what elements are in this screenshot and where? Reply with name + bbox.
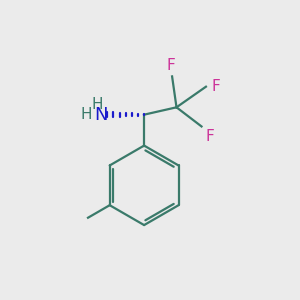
Text: N: N bbox=[94, 106, 108, 124]
Text: F: F bbox=[211, 79, 220, 94]
Text: H: H bbox=[81, 107, 92, 122]
Text: F: F bbox=[166, 58, 175, 74]
Text: H: H bbox=[92, 97, 103, 112]
Text: F: F bbox=[206, 129, 215, 144]
